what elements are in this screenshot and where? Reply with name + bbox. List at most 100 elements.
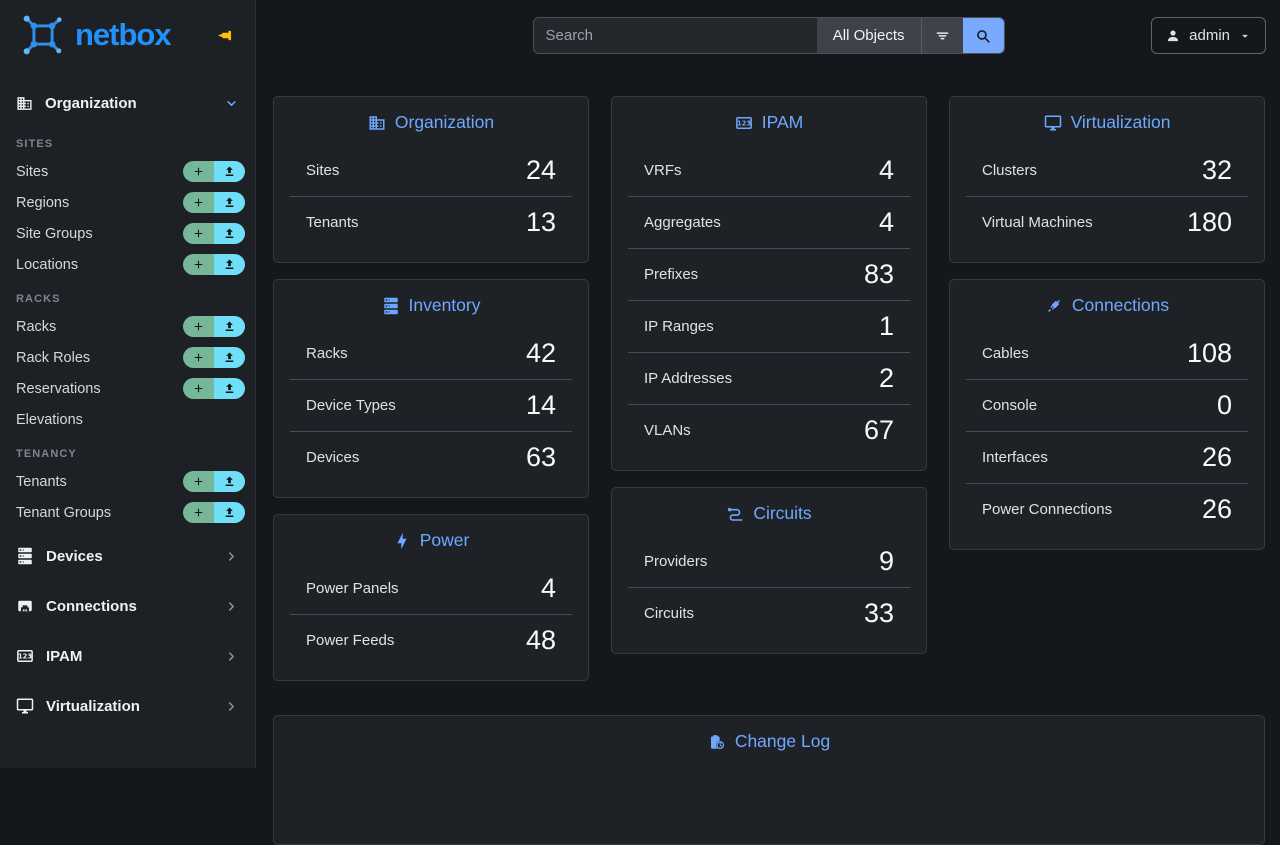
import-button[interactable] [214,192,245,213]
sidebar-item-tenants[interactable]: Tenants [0,466,255,497]
card-row-racks[interactable]: Racks 42 [290,328,572,380]
card-rows: Clusters 32 Virtual Machines 180 [966,145,1248,248]
row-label: Power Feeds [306,632,395,649]
add-button[interactable] [183,502,214,523]
card-row-virtual-machines[interactable]: Virtual Machines 180 [966,197,1248,248]
card-title-text: Connections [1071,295,1170,315]
card-row-providers[interactable]: Providers 9 [628,536,910,588]
row-value: 26 [1201,442,1232,472]
row-value: 108 [1186,338,1232,368]
sidebar-item-sites[interactable]: Sites [0,156,255,187]
import-button[interactable] [214,316,245,337]
row-value: 42 [525,338,556,368]
card-row-console[interactable]: Console 0 [966,380,1248,432]
card-title-link[interactable]: Inventory [274,280,588,322]
add-button[interactable] [183,223,214,244]
row-value: 63 [525,442,556,472]
sidebar-item-site-groups[interactable]: Site Groups [0,218,255,249]
sidebar-group-label: Devices [46,547,103,565]
sidebar-group-organization[interactable]: Organization [0,82,255,125]
sidebar: netbox Organization SITES Sites Regions Site… [0,0,256,768]
plus-icon [194,477,203,486]
upload-icon [225,228,234,238]
card-inventory: Inventory Racks 42 Device Types 14 Devices 63 [273,279,589,498]
card-row-clusters[interactable]: Clusters 32 [966,145,1248,197]
card-rows: VRFs 4 Aggregates 4 Prefixes 83 IP Ranges 1 IP A… [628,145,910,456]
card-title-link[interactable]: Circuits [612,488,926,530]
card-title-link[interactable]: 123 IPAM [612,97,926,139]
import-button[interactable] [214,223,245,244]
search-submit-button[interactable] [962,18,1004,53]
row-label: Devices [306,449,360,466]
add-button[interactable] [183,161,214,182]
card-title-link[interactable]: Virtualization [950,97,1264,139]
add-button[interactable] [183,347,214,368]
card-row-power-feeds[interactable]: Power Feeds 48 [290,615,572,666]
sidebar-group-devices[interactable]: Devices [0,534,255,578]
sidebar-item-racks[interactable]: Racks [0,311,255,342]
card-row-aggregates[interactable]: Aggregates 4 [628,197,910,249]
add-button[interactable] [183,471,214,492]
card-row-cables[interactable]: Cables 108 [966,328,1248,380]
sidebar-item-label: Regions [16,194,70,211]
card-row-sites[interactable]: Sites 24 [290,145,572,197]
sidebar-section-sites: SITES [16,138,54,150]
sidebar-group-label: Organization [45,95,137,112]
card-rows: Racks 42 Device Types 14 Devices 63 [290,328,572,483]
sidebar-item-label: Reservations [16,380,101,397]
add-button[interactable] [183,254,214,275]
card-row-interfaces[interactable]: Interfaces 26 [966,432,1248,484]
card-row-vlans[interactable]: VLANs 67 [628,405,910,456]
card-row-ip-ranges[interactable]: IP Ranges 1 [628,301,910,353]
search-filter-button[interactable] [920,18,963,53]
import-button[interactable] [214,502,245,523]
add-button[interactable] [183,192,214,213]
import-button[interactable] [214,471,245,492]
row-label: Power Connections [982,501,1113,518]
add-button[interactable] [183,378,214,399]
sidebar-item-regions[interactable]: Regions [0,187,255,218]
import-button[interactable] [214,161,245,182]
user-menu-button[interactable]: admin [1151,17,1266,54]
quick-actions [183,223,245,244]
search-scope-button[interactable]: All Objects [816,18,921,53]
card-row-circuits[interactable]: Circuits 33 [628,588,910,639]
netbox-logo[interactable]: netbox [20,12,172,58]
sidebar-item-rack-roles[interactable]: Rack Roles [0,342,255,373]
sidebar-item-tenant-groups[interactable]: Tenant Groups [0,497,255,528]
card-title-link[interactable]: Connections [950,280,1264,322]
quick-actions [183,471,245,492]
card-title-link[interactable]: Change Log [274,716,1264,758]
sidebar-item-reservations[interactable]: Reservations [0,373,255,404]
import-button[interactable] [214,378,245,399]
row-value: 48 [525,625,556,655]
import-button[interactable] [214,347,245,368]
add-button[interactable] [183,316,214,337]
card-title-link[interactable]: Organization [274,97,588,139]
sidebar-item-elevations[interactable]: Elevations [0,404,255,435]
sidebar-group-label: Connections [46,597,137,615]
caret-down-icon-slot [1238,29,1252,43]
card-row-power-connections[interactable]: Power Connections 26 [966,484,1248,535]
card-row-vrfs[interactable]: VRFs 4 [628,145,910,197]
card-row-prefixes[interactable]: Prefixes 83 [628,249,910,301]
row-value: 4 [878,155,894,185]
sidebar-group-ipam[interactable]: 123 IPAM [0,634,255,678]
pin-sidebar-button[interactable] [216,26,235,45]
upload-icon [225,507,234,517]
card-row-ip-addresses[interactable]: IP Addresses 2 [628,353,910,405]
card-row-devices[interactable]: Devices 63 [290,432,572,483]
import-button[interactable] [214,254,245,275]
card-title-link[interactable]: Power [274,515,588,557]
row-label: IP Ranges [644,318,714,335]
sidebar-item-label: Tenant Groups [16,504,112,521]
sidebar-group-connections[interactable]: Connections [0,584,255,628]
search-input[interactable] [533,18,817,53]
card-row-power-panels[interactable]: Power Panels 4 [290,563,572,615]
card-row-tenants[interactable]: Tenants 13 [290,197,572,248]
sidebar-item-locations[interactable]: Locations [0,249,255,280]
card-row-device-types[interactable]: Device Types 14 [290,380,572,432]
sidebar-group-virtualization[interactable]: Virtualization [0,684,255,728]
upload-icon [225,383,234,393]
svg-text:123: 123 [18,653,32,661]
